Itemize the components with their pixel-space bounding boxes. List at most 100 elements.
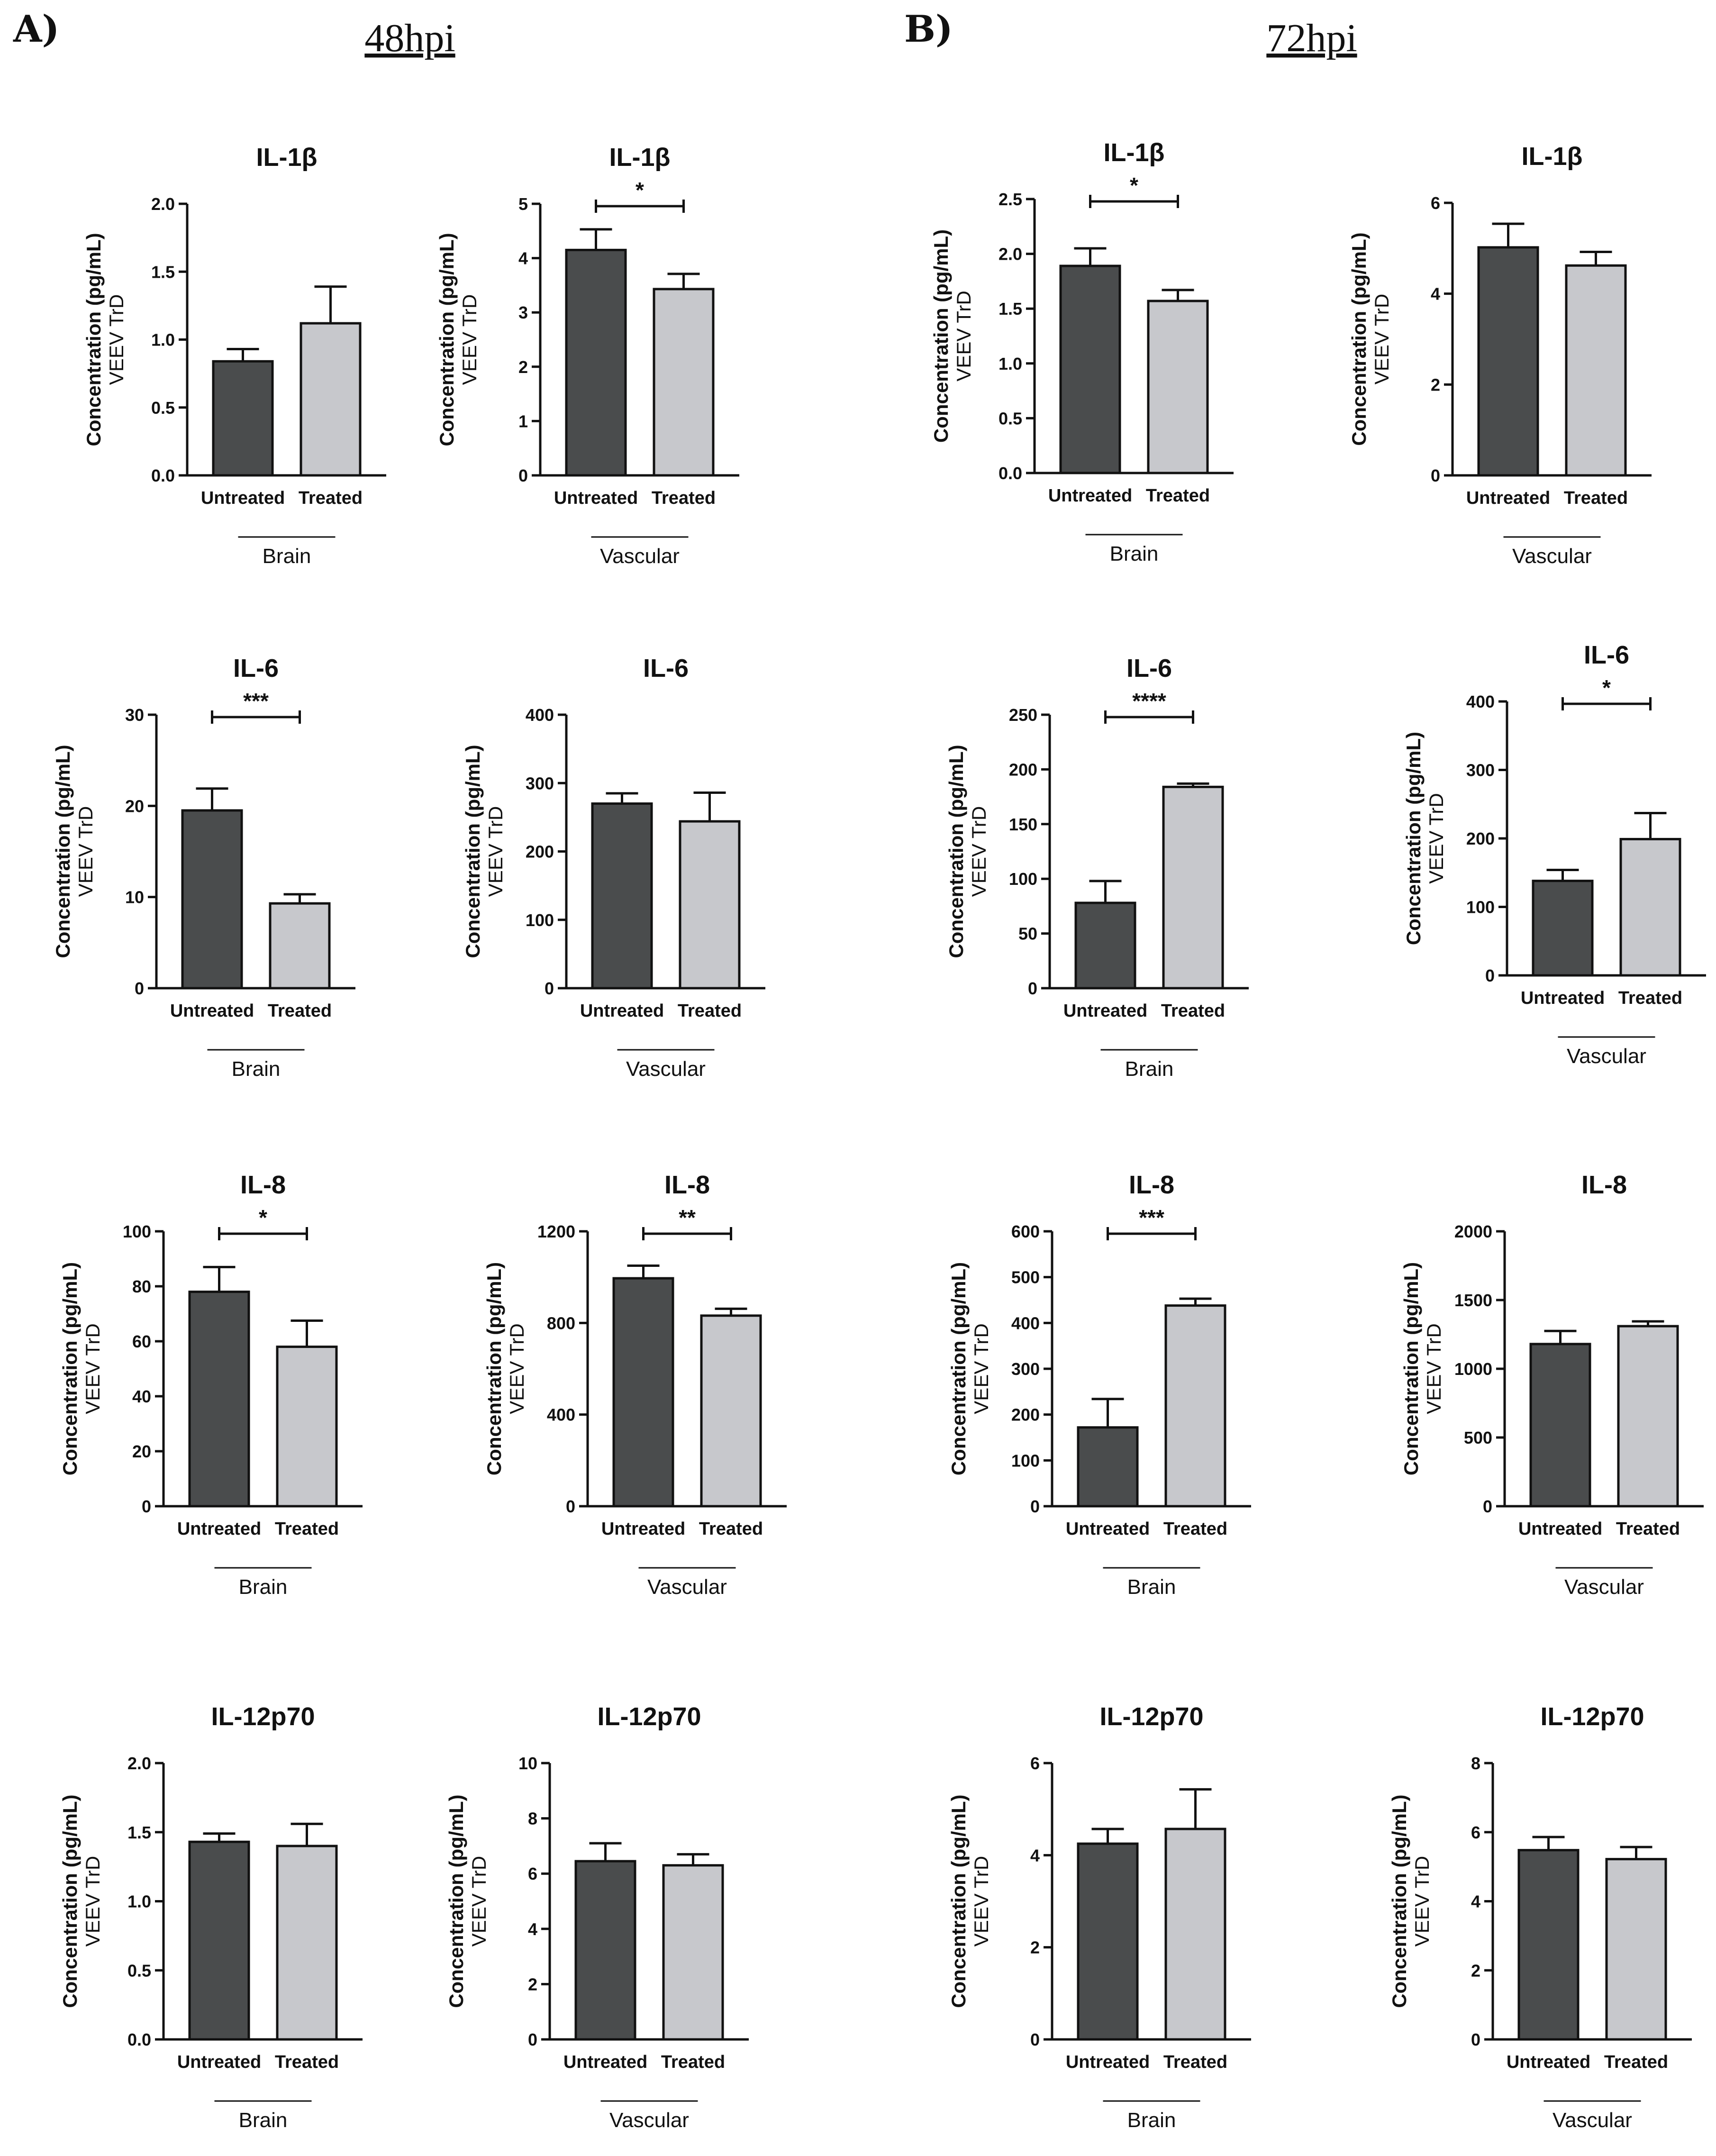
y-axis-label: Concentration (pg/mL) (947, 1794, 970, 2008)
bar-untreated (591, 802, 653, 990)
y-axis-sublabel: VEEV TrD (1425, 793, 1447, 883)
y-tick-label: 80 (132, 1277, 151, 1296)
group-label: Brain (1127, 1575, 1176, 1599)
bar-untreated (188, 1840, 250, 2041)
y-axis-sublabel: VEEV TrD (458, 294, 481, 385)
bar-treated (1164, 1828, 1226, 2041)
chart-title: IL-8 (664, 1171, 710, 1199)
category-label: Treated (1604, 2052, 1668, 2072)
chart-title: IL-1β (1104, 138, 1165, 167)
y-tick-label: 2 (528, 1974, 537, 1994)
bar-treated (300, 322, 362, 477)
chart-10: IL-8 Concentration (pg/mL) VEEV TrD 0 400 800… (483, 1171, 787, 1599)
chart-title: IL-8 (1129, 1171, 1174, 1199)
section-b-title: 72hpi (1266, 16, 1357, 60)
y-tick-label: 300 (526, 773, 554, 793)
category-label: Untreated (1066, 1519, 1150, 1539)
category-label: Untreated (601, 1519, 685, 1539)
y-tick-label: 0 (1030, 2030, 1040, 2049)
y-tick-label: 800 (547, 1313, 575, 1333)
bar-untreated (1532, 880, 1594, 977)
significance-label: *** (1139, 1205, 1164, 1230)
group-label: Brain (263, 545, 311, 568)
y-tick-label: 2.0 (999, 245, 1022, 264)
y-tick-label: 1.5 (151, 262, 175, 282)
y-tick-label: 0.0 (127, 2030, 151, 2049)
group-label: Vascular (1564, 1575, 1644, 1599)
significance-label: * (1130, 173, 1138, 198)
section-b-label: B) (904, 8, 953, 51)
y-tick-label: 300 (1466, 761, 1495, 780)
y-tick-label: 250 (1009, 705, 1037, 725)
y-axis-sublabel: VEEV TrD (1423, 1323, 1445, 1414)
y-tick-label: 1.5 (127, 1823, 151, 1842)
category-label: Treated (1161, 1001, 1225, 1021)
category-label: Untreated (1066, 2052, 1150, 2072)
significance-label: ** (679, 1205, 696, 1230)
y-tick-label: 0 (1030, 1497, 1040, 1516)
bar-treated (1164, 1304, 1226, 1508)
bar-treated (1619, 837, 1681, 977)
y-tick-label: 100 (526, 910, 554, 930)
bar-treated (1617, 1325, 1679, 1508)
y-tick-label: 1.0 (151, 330, 175, 350)
y-axis-label: Concentration (pg/mL) (1402, 732, 1425, 945)
chart-8: IL-6 Concentration (pg/mL) VEEV TrD 0 100 200… (1402, 641, 1706, 1068)
group-label: Vascular (626, 1057, 706, 1081)
chart-6: IL-6 Concentration (pg/mL) VEEV TrD 0 100 200… (462, 654, 765, 1081)
y-axis-label: Concentration (pg/mL) (1348, 232, 1370, 446)
y-tick-label: 4 (1431, 284, 1440, 304)
y-tick-label: 0 (545, 979, 554, 998)
y-tick-label: 1.5 (999, 299, 1022, 318)
y-axis-sublabel: VEEV TrD (1371, 294, 1393, 384)
y-axis-label: Concentration (pg/mL) (1400, 1262, 1422, 1475)
y-tick-label: 2 (518, 357, 528, 377)
group-label: Vascular (1553, 2109, 1632, 2132)
category-label: Untreated (177, 2052, 261, 2072)
bar-untreated (1074, 901, 1136, 990)
category-label: Untreated (580, 1001, 664, 1021)
y-axis-label: Concentration (pg/mL) (483, 1262, 505, 1475)
significance-label: * (636, 178, 644, 202)
category-label: Treated (1616, 1519, 1680, 1539)
y-tick-label: 0.5 (151, 398, 175, 418)
significance-label: * (1602, 675, 1611, 700)
chart-14: IL-12p70 Concentration (pg/mL) VEEV TrD 0 2 4… (445, 1702, 749, 2132)
category-label: Untreated (1507, 2052, 1590, 2072)
y-axis-label: Concentration (pg/mL) (445, 1794, 467, 2008)
y-tick-label: 8 (1471, 1754, 1480, 1773)
y-tick-label: 20 (132, 1442, 151, 1461)
chart-title: IL-8 (1581, 1171, 1627, 1199)
chart-title: IL-1β (256, 143, 318, 172)
y-axis-sublabel: VEEV TrD (82, 1856, 104, 1947)
group-label: Vascular (647, 1575, 727, 1599)
category-label: Treated (678, 1001, 742, 1021)
y-tick-label: 4 (1030, 1846, 1040, 1865)
bar-untreated (612, 1277, 674, 1508)
y-tick-label: 400 (1011, 1313, 1040, 1333)
y-axis-label: Concentration (pg/mL) (52, 745, 74, 958)
y-tick-label: 60 (132, 1332, 151, 1351)
group-label: Brain (239, 1575, 288, 1599)
chart-title: IL-1β (1522, 142, 1583, 171)
chart-3: IL-1β Concentration (pg/mL) VEEV TrD 0.0 0.5… (930, 138, 1234, 565)
y-axis-label: Concentration (pg/mL) (945, 745, 967, 958)
y-tick-label: 400 (526, 705, 554, 725)
category-label: Treated (699, 1519, 763, 1539)
y-tick-label: 0 (1471, 2030, 1480, 2049)
y-axis-label: Concentration (pg/mL) (82, 233, 105, 446)
y-tick-label: 0 (142, 1497, 151, 1516)
y-tick-label: 0 (1028, 979, 1037, 998)
y-axis-sublabel: VEEV TrD (105, 294, 127, 385)
y-axis-label: Concentration (pg/mL) (59, 1262, 81, 1475)
y-tick-label: 100 (123, 1222, 151, 1241)
y-tick-label: 10 (518, 1754, 537, 1773)
category-label: Treated (275, 2052, 339, 2072)
y-tick-label: 0 (566, 1497, 575, 1516)
category-label: Untreated (563, 2052, 647, 2072)
y-tick-label: 1.0 (127, 1892, 151, 1911)
category-label: Treated (1163, 2052, 1227, 2072)
y-tick-label: 6 (528, 1864, 537, 1883)
category-label: Untreated (554, 488, 638, 508)
group-label: Vascular (600, 545, 680, 568)
